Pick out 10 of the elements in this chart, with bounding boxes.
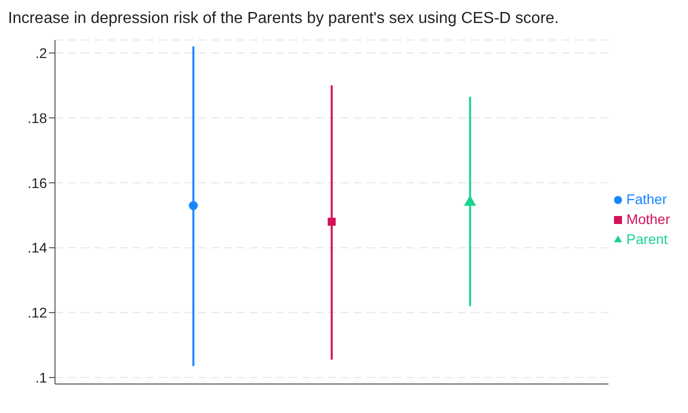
chart-title: Increase in depression risk of the Parents by parent's sex using CES-D score. — [8, 10, 559, 28]
legend-label: Mother — [626, 211, 670, 227]
y-tick-label: .16 — [28, 174, 48, 191]
y-tick-label: .14 — [28, 240, 48, 256]
legend-label: Parent — [626, 231, 668, 247]
y-tick-label: .18 — [28, 110, 48, 126]
y-tick-label: .2 — [35, 44, 48, 61]
y-tick-label: .12 — [28, 304, 48, 321]
y-tick-label: .1 — [35, 369, 48, 386]
legend-label: Father — [626, 191, 667, 207]
